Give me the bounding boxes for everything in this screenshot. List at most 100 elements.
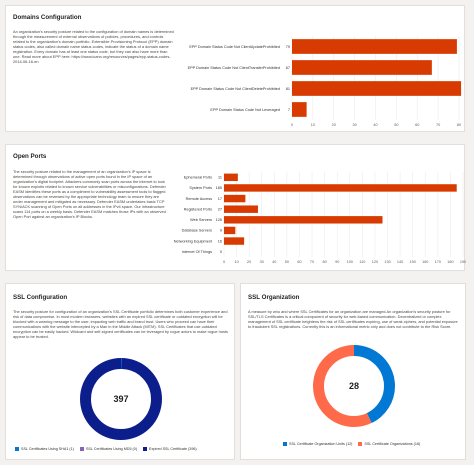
legend-swatch	[79, 447, 84, 451]
value-label: 7	[288, 108, 290, 112]
category-label: EPP Domain Status Code Not ClientUpdateP…	[189, 45, 280, 49]
category-label: EPP Domain Status Code Not ClientDeleteP…	[191, 87, 280, 91]
bar[interactable]	[224, 216, 383, 224]
ssl-configuration-donut-chart: 397	[80, 358, 162, 440]
card-title: Domains Configuration	[13, 14, 82, 21]
card-description: The security posture for configuration o…	[13, 309, 228, 339]
domains-configuration-card: Domains Configuration An organization's …	[5, 5, 465, 132]
card-title: Open Ports	[13, 153, 47, 160]
value-label: 79	[286, 45, 290, 49]
bar[interactable]	[224, 226, 236, 235]
x-tick-label: 190	[460, 260, 466, 264]
value-label: 81	[286, 87, 290, 91]
x-tick-label: 150	[410, 260, 416, 264]
card-description: An organization's security posture relat…	[13, 29, 174, 64]
x-tick-label: 140	[397, 260, 403, 264]
x-tick-label: 90	[335, 260, 339, 264]
card-title: SSL Configuration	[13, 294, 68, 301]
value-label: 16	[218, 239, 222, 243]
bar[interactable]	[224, 237, 245, 245]
x-tick-label: 10	[311, 123, 315, 127]
donut-slice[interactable]	[80, 358, 162, 440]
x-tick-label: 0	[223, 260, 225, 264]
value-label: 9	[220, 229, 222, 233]
legend-label: SSL Certificates Using SHA1 (1)	[21, 447, 74, 451]
card-description: The security posture related to the mana…	[13, 169, 166, 219]
legend-swatch	[283, 442, 287, 446]
legend-item[interactable]: SSL Certificates Using MD5 (0)	[79, 447, 138, 451]
bar[interactable]	[224, 173, 238, 182]
x-tick-label: 30	[260, 260, 264, 264]
ssl-configuration-card: SSL Configuration The security posture f…	[5, 283, 235, 460]
legend-label: SSL Certificate Organization Units (12)	[289, 442, 353, 446]
open-ports-card: Open Ports The security posture related …	[5, 144, 466, 271]
open-ports-bar-chart: 0 10 20 30 40 50 60 70 80 90 100 110 120 130 140 150 160…	[174, 172, 466, 264]
x-tick-label: 10	[234, 260, 238, 264]
bar[interactable]	[224, 205, 258, 213]
category-label: System Ports	[189, 186, 212, 190]
legend-label: SSL Certificate Organizations (16)	[364, 442, 421, 446]
domains-bar-chart: 0 10 20 30 40 50 60 70 80 EPP Domain Status Code …	[188, 36, 462, 127]
legend-item[interactable]: SSL Certificates Using SHA1 (1)	[15, 447, 74, 451]
bar[interactable]	[292, 102, 307, 117]
ssl-organization-card: SSL Organization A measure by who and wh…	[240, 283, 466, 460]
x-tick-label: 50	[285, 260, 289, 264]
value-label: 27	[218, 207, 222, 211]
x-tick-label: 80	[457, 123, 461, 127]
x-tick-label: 0	[291, 123, 293, 127]
category-label: Internet Of Things	[182, 250, 212, 254]
category-label: EPP Domain Status Code Not ClientTransfe…	[188, 66, 280, 70]
category-label: Ephemeral Ports	[184, 176, 212, 180]
donut-total-label: 28	[349, 381, 359, 391]
x-tick-label: 20	[332, 123, 336, 127]
category-label: Remote Access	[186, 197, 212, 201]
bar[interactable]	[224, 194, 246, 203]
value-label: 126	[216, 218, 222, 222]
legend-item[interactable]: Expired SSL Certificate (396)	[143, 447, 197, 451]
value-label: 67	[286, 66, 290, 70]
ssl-configuration-legend: SSL Certificates Using SHA1 (1) SSL Certi…	[15, 447, 197, 451]
x-tick-label: 60	[297, 260, 301, 264]
legend-item[interactable]: SSL Certificate Organizations (16)	[358, 442, 420, 446]
legend-label: Expired SSL Certificate (396)	[149, 447, 197, 451]
x-tick-label: 70	[310, 260, 314, 264]
category-label: Web Servers	[190, 218, 212, 222]
x-tick-label: 170	[435, 260, 441, 264]
x-tick-label: 40	[373, 123, 377, 127]
legend-swatch	[15, 447, 19, 451]
card-description: A measure by who and where SSL Certifica…	[248, 309, 458, 329]
legend-swatch	[143, 447, 148, 451]
legend-swatch	[358, 442, 363, 446]
legend-label: SSL Certificates Using MD5 (0)	[85, 447, 138, 451]
x-tick-label: 160	[422, 260, 428, 264]
category-label: Registered Ports	[184, 207, 212, 211]
x-tick-label: 80	[323, 260, 327, 264]
x-tick-label: 40	[272, 260, 276, 264]
value-label: 11	[218, 176, 222, 180]
ssl-organization-legend: SSL Certificate Organization Units (12) S…	[283, 442, 420, 446]
donut-total-label: 397	[113, 394, 128, 404]
donut-slice[interactable]	[313, 345, 395, 427]
x-tick-label: 180	[447, 260, 453, 264]
value-label: 0	[220, 250, 222, 254]
category-label: EPP Domain Status Code Not Leveraged	[210, 108, 280, 112]
category-label: Database Servers	[182, 229, 212, 233]
bar[interactable]	[292, 81, 462, 96]
x-tick-label: 60	[415, 123, 419, 127]
x-tick-label: 30	[353, 123, 357, 127]
ssl-organization-donut-chart: 28	[313, 345, 395, 427]
category-label: Networking Equipment	[174, 239, 213, 243]
x-tick-label: 100	[347, 260, 353, 264]
value-label: 17	[218, 197, 222, 201]
bar[interactable]	[292, 39, 457, 54]
bar[interactable]	[292, 60, 432, 75]
value-label: 185	[216, 186, 222, 190]
card-title: SSL Organization	[248, 294, 300, 301]
bar[interactable]	[224, 184, 457, 192]
x-tick-label: 120	[372, 260, 378, 264]
x-tick-label: 130	[384, 260, 390, 264]
x-tick-label: 20	[247, 260, 251, 264]
x-tick-label: 50	[394, 123, 398, 127]
legend-item[interactable]: SSL Certificate Organization Units (12)	[283, 442, 352, 446]
x-tick-label: 110	[359, 260, 365, 264]
